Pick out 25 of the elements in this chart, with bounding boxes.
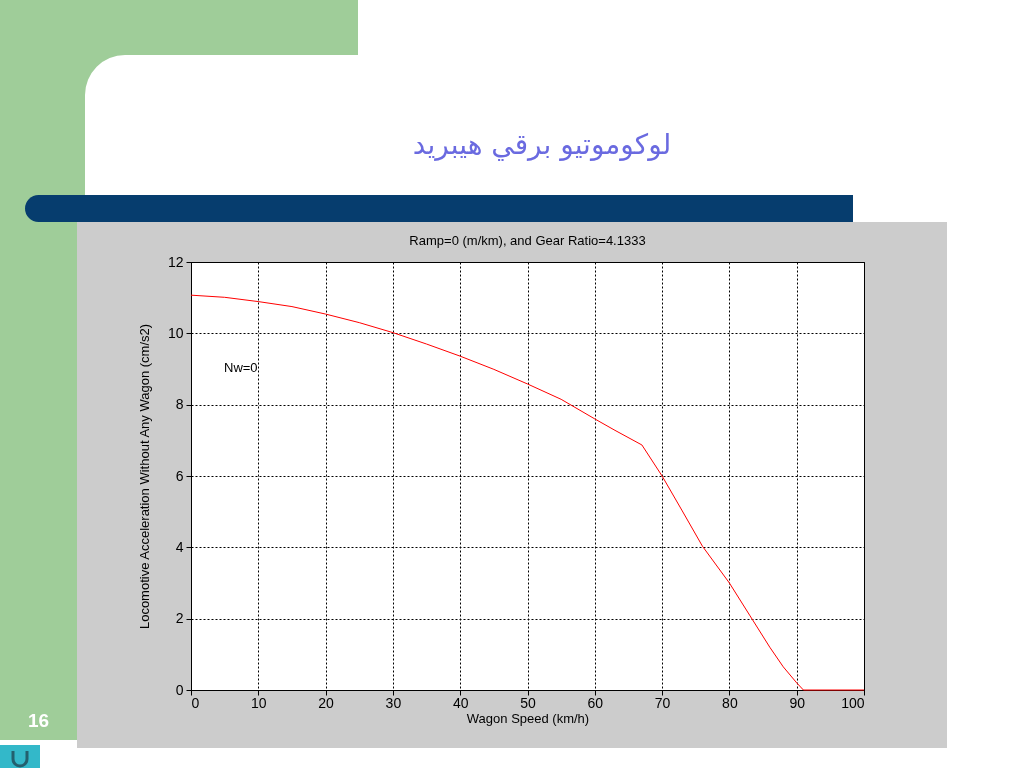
text: 16 bbox=[28, 710, 50, 732]
x-tick-label: 70 bbox=[654, 694, 671, 711]
y-tick-label: 2 bbox=[175, 610, 184, 627]
x-tick-label: 10 bbox=[251, 694, 267, 711]
y-tick-label: 8 bbox=[175, 396, 184, 413]
line-series bbox=[190, 294, 865, 691]
x-axis-title: Wagon Speed (km/h) bbox=[466, 710, 590, 726]
y-tick-label: 6 bbox=[175, 467, 184, 484]
x-tick-label: 90 bbox=[789, 694, 806, 711]
x-tick-label: 50 bbox=[520, 694, 536, 711]
y-tick-label: 10 bbox=[167, 324, 184, 341]
x-tick-label: 20 bbox=[318, 694, 335, 711]
y-axis-title: Locomotive Acceleration Without Any Wagon (cm/s2) bbox=[136, 323, 152, 630]
annotation: Nw=0 bbox=[224, 360, 258, 375]
x-tick-label: 80 bbox=[722, 694, 738, 711]
x-tick-label: 100 bbox=[841, 694, 865, 711]
x-tick-label: 0 bbox=[191, 694, 200, 711]
x-tick-label: 30 bbox=[385, 694, 402, 711]
chart-title: لوکوموتیو برقي هيبريد bbox=[411, 128, 673, 161]
y-tick-label: 0 bbox=[175, 681, 184, 698]
x-tick-label: 40 bbox=[452, 694, 469, 711]
chart-subtitle: Ramp=0 (m/km), and Gear Ratio=4.1333 bbox=[409, 233, 646, 248]
x-tick-label: 60 bbox=[587, 694, 604, 711]
y-tick-label: 4 bbox=[175, 538, 184, 555]
y-tick-label: 12 bbox=[167, 253, 184, 270]
